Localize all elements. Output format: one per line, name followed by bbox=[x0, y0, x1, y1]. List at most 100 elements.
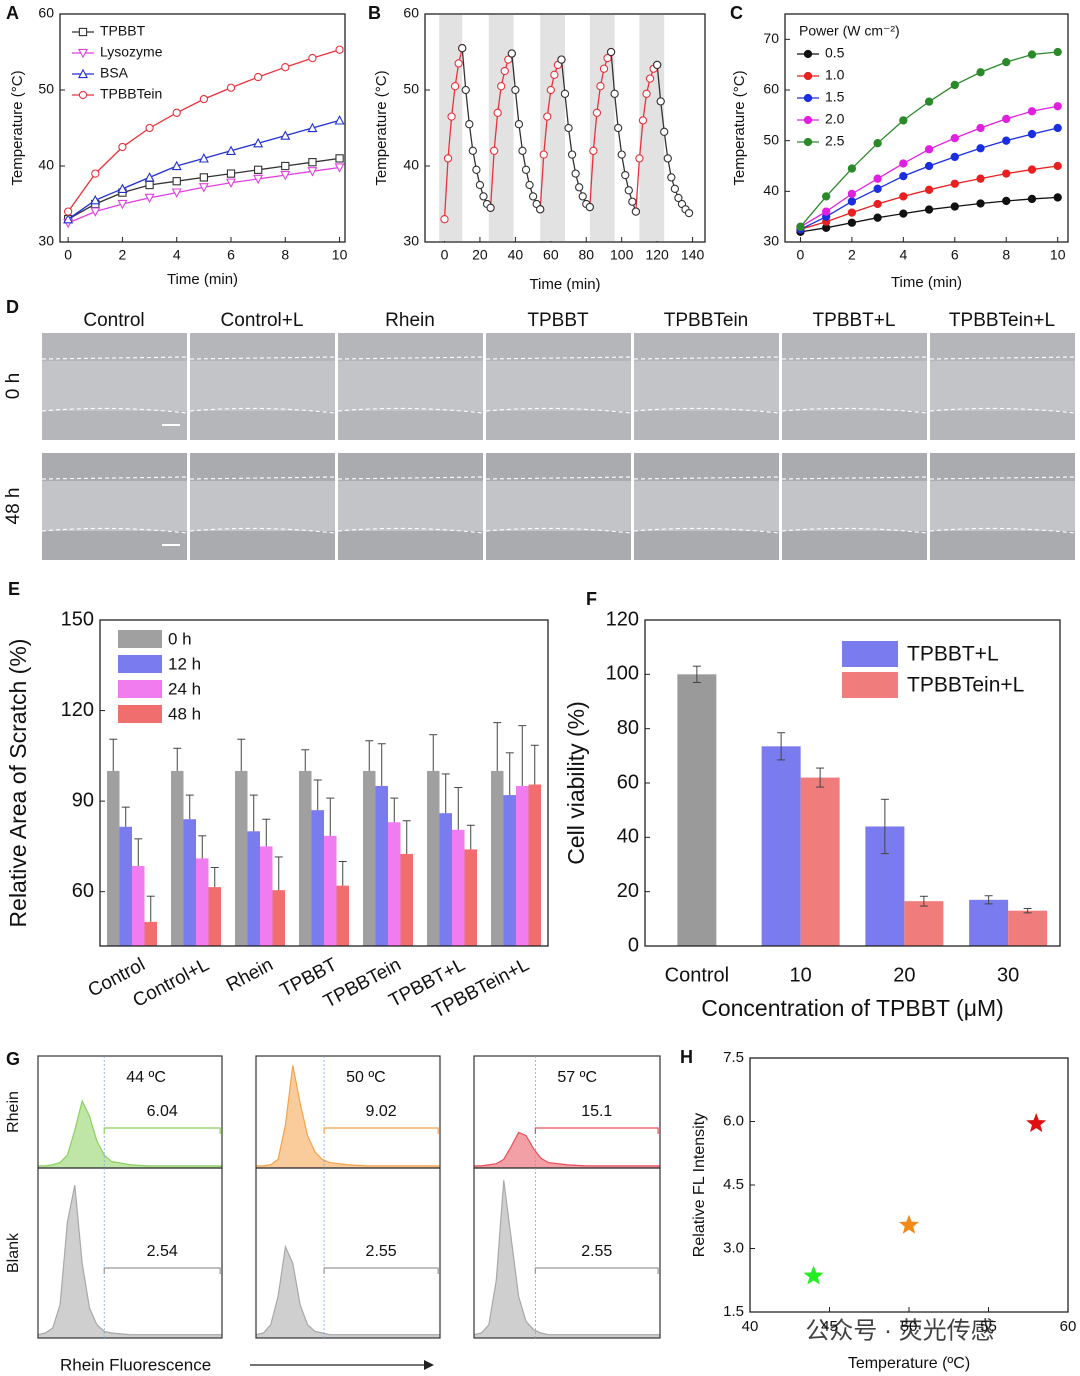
point bbox=[199, 94, 209, 104]
point bbox=[500, 66, 509, 76]
error-bar bbox=[134, 838, 143, 867]
point bbox=[976, 199, 985, 208]
scratch-area bbox=[634, 361, 779, 411]
bar bbox=[247, 831, 260, 946]
gate-value: 6.04 bbox=[147, 1103, 178, 1120]
scratch-edge bbox=[485, 356, 632, 414]
gate-value: 2.55 bbox=[366, 1243, 397, 1260]
point bbox=[899, 159, 908, 168]
bar bbox=[272, 890, 285, 946]
panel-letter: D bbox=[6, 297, 19, 317]
column-label: TPBBTein+L bbox=[949, 310, 1055, 331]
panel-letter: F bbox=[586, 589, 597, 609]
legend-swatch bbox=[842, 641, 898, 667]
point bbox=[172, 108, 181, 117]
point bbox=[899, 209, 908, 218]
point bbox=[847, 164, 857, 173]
panel-letter: B bbox=[368, 3, 381, 23]
density-line bbox=[256, 1065, 440, 1167]
point bbox=[873, 139, 882, 148]
point bbox=[924, 185, 934, 194]
point bbox=[847, 208, 857, 217]
y-tick-label: 40 bbox=[403, 157, 419, 173]
density-fill bbox=[474, 1180, 660, 1338]
y-tick-label: 90 bbox=[72, 789, 94, 811]
point bbox=[667, 173, 676, 182]
y-tick-label: 120 bbox=[606, 608, 639, 630]
error-bar bbox=[198, 835, 207, 859]
y-tick-label: 30 bbox=[763, 233, 779, 249]
point bbox=[550, 70, 559, 79]
point bbox=[924, 161, 934, 171]
bar bbox=[119, 826, 132, 946]
point bbox=[624, 186, 633, 195]
x-tick-label: 60 bbox=[543, 247, 559, 263]
x-tick-label: 140 bbox=[681, 247, 705, 263]
laser-on-region bbox=[540, 15, 565, 241]
point bbox=[226, 83, 236, 92]
bar bbox=[144, 921, 157, 946]
point bbox=[873, 174, 882, 183]
y-tick-label: 60 bbox=[403, 5, 419, 21]
x-tick-label: 45 bbox=[821, 1318, 838, 1335]
error-bar bbox=[121, 806, 130, 827]
error-bar bbox=[109, 738, 118, 771]
x-tick-label: 40 bbox=[508, 247, 524, 263]
point bbox=[307, 122, 318, 133]
bar bbox=[363, 770, 376, 946]
gate-bracket bbox=[534, 1267, 659, 1274]
scratch-area bbox=[782, 361, 927, 411]
density-fill bbox=[474, 1132, 660, 1168]
density-line bbox=[255, 1244, 440, 1336]
point bbox=[253, 137, 264, 148]
error-bar bbox=[777, 732, 786, 761]
legend-label: 1.5 bbox=[825, 89, 845, 105]
point bbox=[976, 144, 985, 153]
error-bar bbox=[365, 740, 374, 771]
point bbox=[479, 192, 488, 201]
panel-letter: E bbox=[8, 579, 20, 599]
y-axis-label: Relative Area of Scratch (%) bbox=[5, 639, 31, 928]
y-tick-label: 60 bbox=[72, 880, 94, 902]
y-tick-label: 150 bbox=[61, 608, 94, 630]
point bbox=[225, 178, 237, 188]
point bbox=[596, 82, 605, 91]
error-bar bbox=[301, 749, 310, 771]
point bbox=[198, 153, 209, 163]
x-tick-label: Control bbox=[665, 964, 729, 986]
legend-label: 0 h bbox=[168, 629, 192, 648]
bar bbox=[969, 899, 1009, 946]
point bbox=[1002, 169, 1011, 178]
point bbox=[803, 1265, 824, 1285]
scratch-edge bbox=[189, 476, 336, 534]
point bbox=[950, 133, 959, 143]
y-axis-label: Temperature (°C) bbox=[373, 70, 390, 185]
point bbox=[90, 207, 101, 217]
x-tick-label: 6 bbox=[951, 247, 959, 263]
y-tick-label: 3.0 bbox=[723, 1239, 744, 1256]
point bbox=[796, 222, 805, 231]
point bbox=[454, 59, 463, 68]
point bbox=[642, 89, 651, 98]
point bbox=[280, 170, 291, 181]
point bbox=[663, 154, 672, 163]
error-bar bbox=[1023, 908, 1032, 914]
point bbox=[307, 167, 318, 177]
point bbox=[560, 89, 570, 98]
error-bar bbox=[493, 722, 502, 771]
bar bbox=[132, 866, 145, 946]
scratch-edge bbox=[781, 356, 928, 414]
point bbox=[63, 213, 74, 224]
x-tick-label: 6 bbox=[227, 247, 235, 263]
point bbox=[514, 120, 524, 129]
bar bbox=[183, 819, 196, 946]
point bbox=[924, 145, 934, 154]
scratch-area bbox=[634, 481, 779, 531]
legend-swatch bbox=[842, 672, 898, 698]
series-line bbox=[800, 165, 1058, 230]
bar bbox=[260, 846, 273, 946]
point bbox=[1027, 107, 1037, 116]
point bbox=[521, 165, 531, 174]
legend-label: BSA bbox=[100, 65, 129, 81]
legend-label: 2.0 bbox=[825, 111, 845, 127]
